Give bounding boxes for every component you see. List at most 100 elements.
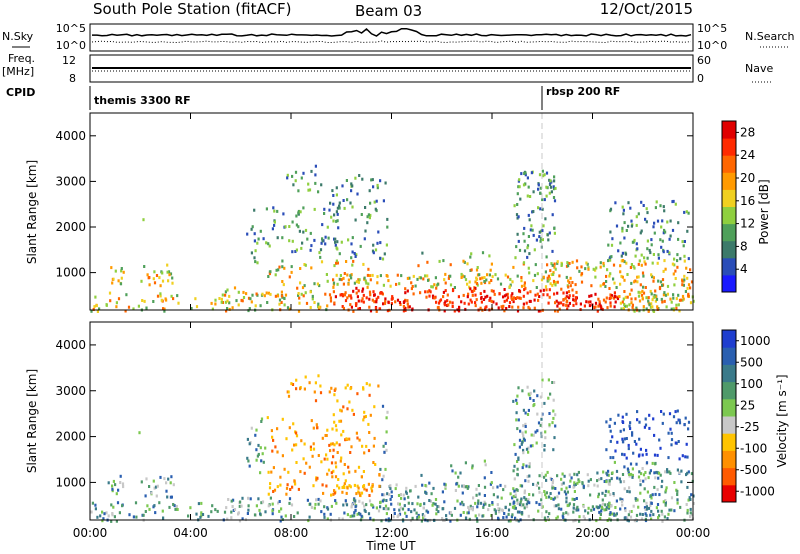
power-colorbar-label: Power [dB]	[757, 179, 771, 244]
range-cell	[611, 512, 614, 516]
range-cell	[609, 258, 612, 262]
range-cell	[502, 295, 505, 299]
range-cell	[556, 280, 559, 284]
range-cell	[96, 515, 99, 519]
range-cell	[406, 302, 409, 306]
range-cell	[646, 490, 649, 494]
range-cell	[363, 237, 366, 241]
range-cell	[619, 429, 622, 433]
range-cell	[521, 440, 524, 444]
range-cell	[280, 507, 283, 511]
range-cell	[512, 469, 515, 473]
range-cell	[443, 303, 446, 307]
range-cell	[404, 291, 407, 295]
range-cell	[558, 307, 561, 311]
range-cell	[304, 375, 307, 379]
range-cell	[376, 183, 379, 187]
range-cell	[390, 502, 393, 506]
range-cell	[247, 459, 250, 463]
range-cell	[396, 298, 400, 302]
range-cell	[560, 507, 563, 511]
range-cell	[430, 492, 433, 496]
range-cell	[483, 476, 486, 480]
range-cell	[373, 405, 376, 409]
range-cell	[292, 183, 295, 187]
range-cell	[171, 281, 174, 285]
range-cell	[269, 292, 272, 296]
range-cell	[574, 296, 578, 300]
range-cell	[349, 387, 352, 391]
range-cell	[336, 240, 339, 244]
range-cell	[476, 266, 479, 269]
range-cell	[258, 508, 261, 512]
range-cell	[543, 401, 546, 405]
range-cell	[321, 223, 324, 227]
range-cell	[432, 296, 435, 300]
range-cell	[490, 481, 493, 485]
range-cell	[609, 456, 612, 460]
range-cell	[341, 490, 344, 494]
range-cell	[338, 206, 341, 210]
range-cell	[683, 210, 686, 214]
range-cell	[463, 260, 466, 264]
range-cell	[622, 212, 625, 216]
range-cell	[323, 512, 326, 516]
range-cell	[550, 190, 553, 194]
range-cell	[587, 506, 590, 510]
range-cell	[384, 297, 387, 301]
range-cell	[329, 201, 332, 205]
range-cell	[166, 495, 169, 499]
range-cell	[115, 305, 118, 309]
range-cell	[260, 459, 263, 463]
range-cell	[371, 503, 374, 507]
range-cell	[279, 519, 282, 523]
range-cell	[516, 296, 519, 300]
range-cell	[329, 299, 333, 303]
range-cell	[567, 285, 570, 289]
range-cell	[416, 515, 419, 519]
y-tick-label: 2000	[55, 220, 86, 234]
range-cell	[305, 301, 309, 305]
colorbar-tick-label: 25	[740, 398, 755, 412]
range-cell	[111, 487, 114, 491]
range-cell	[352, 412, 355, 416]
range-cell	[457, 484, 460, 488]
range-cell	[681, 283, 684, 287]
range-cell	[523, 172, 526, 175]
range-cell	[649, 469, 652, 473]
range-cell	[297, 309, 301, 313]
range-cell	[562, 516, 565, 519]
range-cell	[613, 460, 616, 464]
range-cell	[636, 418, 639, 422]
range-cell	[671, 228, 675, 232]
range-cell	[482, 503, 485, 507]
range-cell	[449, 263, 452, 267]
range-cell	[372, 251, 375, 255]
range-cell	[370, 503, 373, 507]
range-cell	[659, 473, 662, 477]
range-cell	[405, 486, 408, 490]
range-cell	[629, 206, 632, 210]
range-cell	[384, 441, 387, 445]
range-cell	[538, 486, 541, 490]
range-cell	[514, 493, 517, 497]
range-cell	[576, 473, 579, 477]
range-cell	[528, 462, 531, 466]
range-cell	[170, 294, 173, 298]
range-cell	[385, 274, 388, 277]
range-cell	[358, 438, 361, 442]
range-cell	[652, 279, 655, 283]
range-cell	[173, 504, 176, 508]
colorbar-tick-label: 1000	[740, 334, 771, 348]
range-cell	[230, 499, 233, 503]
range-cell	[347, 278, 350, 282]
range-cell	[553, 281, 556, 285]
range-cell	[367, 282, 370, 286]
range-cell	[534, 263, 537, 267]
range-cell	[545, 510, 548, 514]
range-cell	[621, 226, 624, 230]
range-cell	[350, 273, 353, 277]
range-cell	[643, 425, 646, 429]
range-cell	[572, 294, 575, 298]
range-cell	[554, 281, 557, 284]
